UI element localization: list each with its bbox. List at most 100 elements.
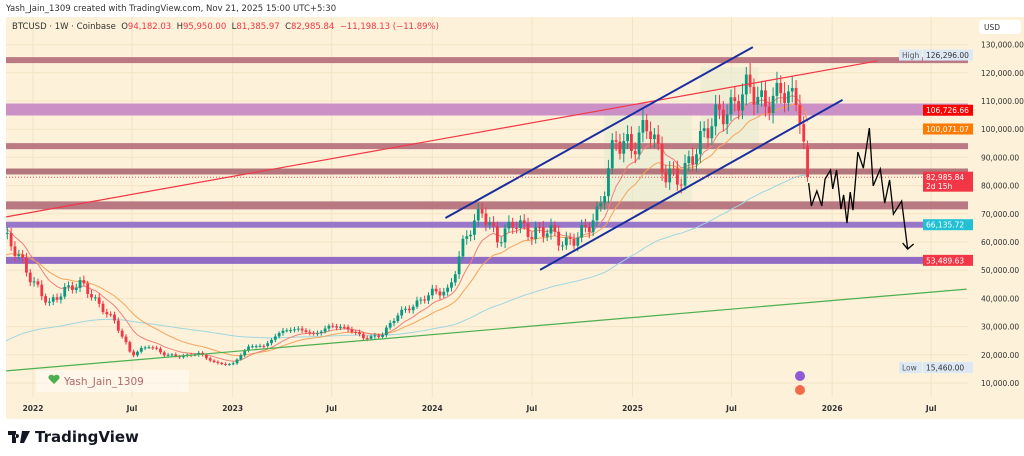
candle-body	[139, 348, 143, 352]
candle-body	[557, 231, 561, 246]
candle-body	[281, 330, 285, 334]
candle-body	[618, 141, 622, 154]
y-axis-tick: 10,000.00	[981, 379, 1019, 388]
price-label-text: 15,460.00	[926, 364, 964, 373]
tradingview-logo[interactable]: TradingView	[8, 428, 139, 446]
candle-body	[729, 97, 733, 115]
candle-body	[296, 328, 300, 330]
candle-body	[423, 299, 427, 301]
candle-body	[764, 90, 767, 107]
candle-body	[396, 315, 400, 322]
candle-body	[208, 358, 212, 361]
candle-body	[706, 128, 710, 139]
candle-body	[182, 355, 185, 358]
watermark-text: Yash_Jain_1309	[63, 376, 144, 388]
candle-body	[155, 347, 159, 349]
candle-body	[381, 334, 384, 337]
high-label: H	[176, 22, 183, 32]
change-value: −11,198.13 (−11.89%)	[339, 22, 439, 32]
candle-body	[802, 124, 806, 142]
candle-body	[78, 280, 82, 288]
candle-body	[614, 140, 618, 142]
candle-body	[702, 128, 706, 132]
moving-average-line	[6, 174, 808, 342]
candle-body	[526, 223, 530, 237]
candle-body	[358, 332, 361, 335]
chart-area[interactable]: USD 130,000.00 120,000.00 110,000.00 100,000…	[6, 17, 1024, 419]
candle-body	[258, 345, 262, 347]
candle-body	[549, 225, 553, 234]
x-axis-tick: 2023	[222, 404, 243, 413]
candle-body	[687, 156, 691, 163]
candle-body	[518, 220, 522, 228]
candle-body	[775, 82, 779, 96]
open-label: O	[121, 22, 128, 32]
candle-body	[247, 346, 250, 351]
candle-body	[465, 236, 469, 239]
candle-body	[124, 336, 128, 343]
heart-icon	[48, 374, 60, 384]
price-label	[923, 171, 973, 192]
candle-body	[40, 284, 44, 297]
price-label-text: 53,489.63	[926, 256, 964, 265]
candle-body	[365, 338, 369, 340]
tradingview-logo-icon	[8, 431, 30, 443]
candle-body	[538, 227, 541, 229]
candle-body	[790, 87, 794, 92]
candle-body	[783, 93, 786, 103]
candle-body	[633, 151, 637, 155]
candle-body	[649, 131, 652, 140]
y-axis-tick: 60,000.00	[981, 238, 1019, 247]
candle-body	[752, 86, 756, 105]
price-chart[interactable]: USD 130,000.00 120,000.00 110,000.00 100,000…	[6, 17, 1024, 419]
moving-average-line	[6, 94, 809, 362]
candle-body	[346, 327, 350, 330]
candle-body	[220, 362, 224, 364]
low-label: L	[231, 22, 237, 32]
candle-body	[116, 320, 120, 331]
open-value: 94,182.03	[127, 22, 172, 32]
candle-body	[561, 245, 564, 247]
candle-body	[461, 238, 465, 257]
x-axis-tick: Jul	[925, 404, 937, 413]
candle-body	[584, 225, 587, 227]
y-axis-tick: 30,000.00	[981, 323, 1019, 332]
watermark-box	[36, 370, 189, 392]
candle-body	[44, 296, 47, 303]
price-label-text: 106,726.66	[926, 106, 969, 115]
candle-body	[484, 213, 488, 225]
candle-body	[373, 335, 377, 337]
candle-body	[384, 327, 388, 335]
candle-body	[289, 330, 293, 332]
candle-body	[626, 134, 629, 142]
plot	[6, 57, 968, 366]
candle-body	[679, 184, 683, 186]
y-axis-tick: 100,000.00	[981, 125, 1024, 134]
close-label: C	[285, 22, 292, 32]
x-axis-tick: 2025	[622, 404, 643, 413]
candle-body	[469, 234, 472, 237]
candle-body	[507, 221, 511, 229]
candle-body	[541, 227, 545, 237]
candle-body	[492, 222, 495, 227]
candle-body	[511, 221, 515, 228]
candle-body	[480, 209, 484, 214]
candle-body	[607, 168, 610, 197]
candle-body	[82, 280, 86, 284]
candle-body	[93, 297, 97, 299]
candle-body	[151, 347, 155, 349]
candle-body	[725, 114, 729, 125]
candle-body	[718, 104, 721, 110]
projection-path	[808, 127, 909, 250]
candle-body	[74, 287, 78, 291]
candle-body	[787, 91, 790, 103]
candle-body	[36, 281, 40, 285]
countdown-label: 2d 15h	[926, 182, 952, 191]
candle-body	[28, 272, 32, 283]
candle-body	[691, 156, 695, 165]
candle-body	[170, 354, 174, 356]
candle-body	[400, 309, 404, 316]
candle-body	[97, 297, 101, 304]
candle-body	[610, 140, 614, 169]
candle-body	[737, 101, 741, 111]
